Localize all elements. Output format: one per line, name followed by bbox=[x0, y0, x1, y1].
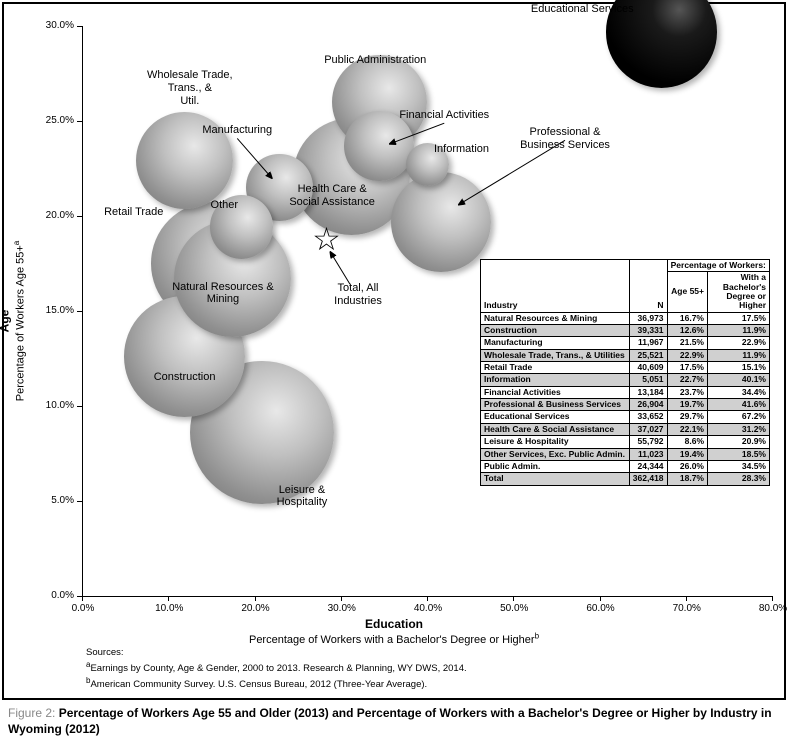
bubble bbox=[391, 172, 491, 272]
bubble bbox=[136, 112, 233, 209]
bubble-label: Wholesale Trade, Trans., &Util. bbox=[135, 69, 245, 107]
total-marker: ☆ bbox=[312, 223, 341, 255]
x-axis-title: Education Percentage of Workers with a B… bbox=[249, 617, 539, 646]
chart-frame: 0.0% 10.0% 20.0% 30.0% 40.0% 50.0% 60.0%… bbox=[2, 2, 786, 700]
figure-caption: Figure 2: Percentage of Workers Age 55 a… bbox=[2, 702, 786, 741]
data-table: IndustryNPercentage of Workers: Age 55+W… bbox=[480, 259, 770, 486]
bubble bbox=[344, 111, 414, 181]
bubble-label: Professional &Business Services bbox=[510, 126, 620, 151]
bubble bbox=[606, 0, 718, 88]
sources: Sources: aEarnings by County, Age & Gend… bbox=[86, 647, 467, 692]
total-label: Total, All Industries bbox=[313, 282, 403, 307]
y-axis-title: Age Percentage of Workers Age 55+a bbox=[0, 171, 26, 471]
